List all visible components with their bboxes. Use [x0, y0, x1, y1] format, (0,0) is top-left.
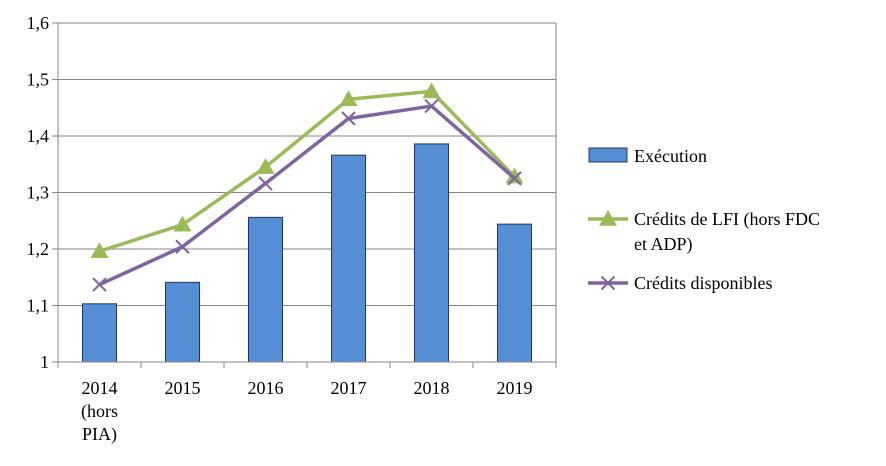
bar-execution-3 [331, 154, 366, 363]
legend-label: Crédits disponibles [634, 273, 773, 293]
y-tick-label: 1,5 [27, 70, 50, 90]
bar-execution-4 [414, 143, 449, 363]
y-tick-label: 1,1 [27, 296, 50, 316]
y-axis-tick-labels: 1 1,1 1,2 1,3 1,4 1,5 1,6 [27, 13, 50, 372]
line-series [90, 82, 524, 292]
bar-execution-2 [248, 216, 283, 363]
legend-label: et ADP) [634, 234, 693, 255]
point-marker-x [92, 277, 107, 292]
point-marker-triangle [505, 167, 524, 184]
y-tick-label: 1,4 [27, 126, 50, 146]
x-tick-label: PIA) [82, 424, 117, 445]
axes [52, 22, 557, 368]
line-series-1 [98, 89, 516, 253]
bar-series-execution [82, 143, 532, 363]
point-marker-triangle [90, 242, 109, 259]
point-marker-x [507, 171, 522, 186]
legend: Exécution Crédits de LFI (hors FDC et ADP)… [588, 146, 820, 293]
bar-execution-0 [82, 303, 117, 363]
y-tick-label: 1,6 [27, 13, 50, 33]
x-tick-label: 2018 [414, 378, 450, 398]
x-tick-label: (hors [81, 401, 118, 422]
x-tick-label: 2014 [82, 378, 118, 398]
point-marker-x [424, 98, 439, 114]
legend-label-execution: Exécution [634, 146, 707, 166]
legend-marker-x [600, 275, 616, 291]
bar-execution-5 [497, 223, 532, 363]
y-tick-label: 1 [40, 352, 49, 372]
x-tick-label: 2016 [248, 378, 284, 398]
x-tick-label: 2017 [331, 378, 367, 398]
legend-swatch-execution [588, 147, 628, 163]
legend-label: Crédits de LFI (hors FDC [634, 209, 820, 230]
x-tick-label: 2019 [497, 378, 533, 398]
y-tick-label: 1,2 [27, 239, 50, 259]
x-tick-label: 2015 [165, 378, 201, 398]
point-marker-x [341, 111, 356, 126]
point-marker-x [175, 239, 190, 254]
point-marker-triangle [173, 215, 192, 232]
point-marker-triangle [256, 158, 275, 174]
gridlines [58, 22, 556, 306]
point-marker-triangle [339, 90, 358, 107]
point-marker-x [258, 176, 273, 191]
bar-execution-1 [165, 281, 200, 363]
point-marker-triangle [422, 82, 441, 99]
line-series-2 [98, 104, 516, 287]
y-tick-label: 1,3 [27, 183, 50, 203]
legend-marker-triangle [599, 210, 617, 226]
